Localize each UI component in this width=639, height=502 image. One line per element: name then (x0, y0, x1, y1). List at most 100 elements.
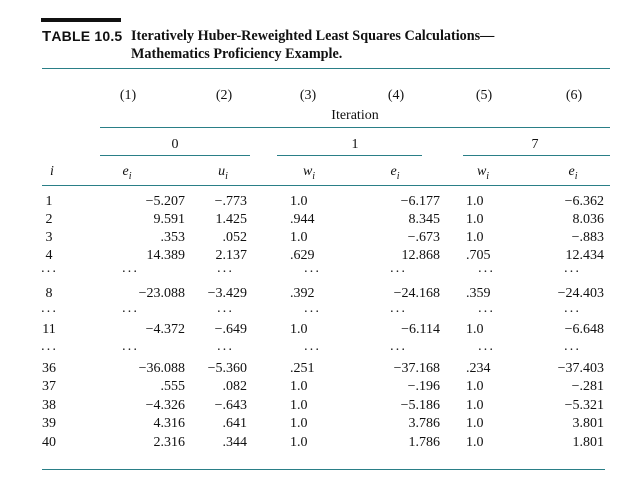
row-index-cell: ··· (40, 343, 58, 358)
table-label-rest: ABLE 10.5 (51, 28, 123, 44)
row-index-cell: 36 (42, 361, 56, 376)
cell-c2: .344 (222, 435, 248, 450)
var-header-5: wi (468, 164, 498, 182)
var-header-1: ei (112, 164, 142, 182)
cell-c1: 4.316 (153, 416, 186, 431)
table-row: ··· ··· ··· ··· ··· ··· ··· (0, 265, 639, 283)
cell-c3: .392 (290, 286, 315, 301)
cell-c4: −.196 (407, 379, 440, 394)
cell-c1: .555 (160, 379, 186, 394)
cell-c2: −.649 (214, 322, 247, 337)
cell-c2: .052 (222, 230, 248, 245)
cell-c2: −3.429 (207, 286, 247, 301)
cell-c3: ··· (303, 343, 321, 358)
cell-c2: 1.425 (215, 212, 248, 227)
cell-c6: −37.403 (557, 361, 604, 376)
cell-c3: 1.0 (290, 416, 308, 431)
cell-c6: −5.321 (564, 398, 604, 413)
cell-c1: −36.088 (138, 361, 185, 376)
col-number-6: (6) (565, 88, 583, 103)
iteration-group-0: 0 (171, 137, 179, 152)
cell-c3: 1.0 (290, 322, 308, 337)
cell-c3: ··· (303, 265, 321, 280)
table-label-prefix: T (42, 28, 52, 45)
row-index-cell: 39 (42, 416, 56, 431)
cell-c3: 1.0 (290, 398, 308, 413)
cell-c2: −.773 (214, 194, 247, 209)
cell-c5: 1.0 (466, 379, 484, 394)
var-header-4: ei (380, 164, 410, 182)
cell-c4: ··· (389, 265, 407, 280)
cell-c5: 1.0 (466, 435, 484, 450)
cell-c5: 1.0 (466, 398, 484, 413)
cell-c1: 9.591 (153, 212, 186, 227)
table-row: 1 −5.207 −.773 1.0 −6.177 1.0 −6.362 (0, 194, 639, 212)
table-row: 36 −36.088 −5.360 .251 −37.168 .234 −37.403 (0, 361, 639, 379)
cell-c5: ··· (477, 343, 495, 358)
cell-c2: .082 (222, 379, 248, 394)
cell-c5: ··· (477, 305, 495, 320)
row-index-cell: 37 (42, 379, 56, 394)
group-rule-0 (100, 155, 250, 156)
cell-c5: 1.0 (466, 194, 484, 209)
cell-c6: ··· (563, 305, 581, 320)
row-index-cell: 11 (42, 322, 56, 337)
var-header-3-sym: w (302, 164, 313, 179)
cell-c4: −.673 (407, 230, 440, 245)
cell-c6: −.281 (571, 379, 604, 394)
row-index-cell: 2 (45, 212, 53, 227)
var-header-5-sym: w (476, 164, 487, 179)
row-index-cell: 1 (45, 194, 53, 209)
cell-c2: −5.360 (207, 361, 247, 376)
iteration-group-7: 7 (531, 137, 539, 152)
bottom-rule (42, 469, 605, 470)
cell-c2: ··· (216, 343, 234, 358)
cell-c2: 2.137 (215, 248, 248, 263)
col-number-3: (3) (299, 88, 317, 103)
var-header-2-sym: u (218, 164, 226, 179)
cell-c5: .705 (466, 248, 491, 263)
cell-c5: 1.0 (466, 416, 484, 431)
col-number-4: (4) (387, 88, 405, 103)
cell-c4: −6.177 (400, 194, 440, 209)
row-index-cell: ··· (40, 265, 58, 280)
table-row: 2 9.591 1.425 .944 8.345 1.0 8.036 (0, 212, 639, 230)
table-title: Iteratively Huber-Reweighted Least Squar… (131, 27, 494, 63)
cell-c6: −6.648 (564, 322, 604, 337)
cell-c4: ··· (389, 343, 407, 358)
header-rule (42, 185, 610, 186)
row-index-cell: 4 (45, 248, 53, 263)
cell-c6: 12.434 (565, 248, 605, 263)
cell-c1: 2.316 (153, 435, 186, 450)
cell-c4: ··· (389, 305, 407, 320)
cell-c3: 1.0 (290, 230, 308, 245)
var-header-1-sym: e (122, 164, 129, 179)
table-row: 3 .353 .052 1.0 −.673 1.0 −.883 (0, 230, 639, 248)
cell-c5: .359 (466, 286, 491, 301)
cell-c4: −6.114 (401, 322, 440, 337)
cell-c4: 8.345 (408, 212, 441, 227)
cell-c5: ··· (477, 265, 495, 280)
cell-c3: 1.0 (290, 194, 308, 209)
table-row: 11 −4.372 −.649 1.0 −6.114 1.0 −6.648 (0, 322, 639, 340)
cell-c1: ··· (121, 305, 139, 320)
col-number-5: (5) (475, 88, 493, 103)
table-row: 39 4.316 .641 1.0 3.786 1.0 3.801 (0, 416, 639, 434)
row-index-cell: 8 (45, 286, 53, 301)
cell-c4: −5.186 (400, 398, 440, 413)
table-row: 4 14.389 2.137 .629 12.868 .705 12.434 (0, 248, 639, 266)
table-row: ··· ··· ··· ··· ··· ··· ··· (0, 343, 639, 361)
col-number-2: (2) (215, 88, 233, 103)
row-index-cell: 38 (42, 398, 56, 413)
cell-c4: 3.786 (408, 416, 441, 431)
col-number-1: (1) (119, 88, 137, 103)
cell-c1: −23.088 (138, 286, 185, 301)
cell-c1: .353 (160, 230, 186, 245)
cell-c2: ··· (216, 305, 234, 320)
cell-c6: 3.801 (572, 416, 605, 431)
var-header-5-sub: i (486, 170, 490, 182)
cell-c1: −4.326 (145, 398, 185, 413)
group-rule-7 (463, 155, 610, 156)
var-header-2: ui (208, 164, 238, 182)
cell-c6: 8.036 (572, 212, 605, 227)
